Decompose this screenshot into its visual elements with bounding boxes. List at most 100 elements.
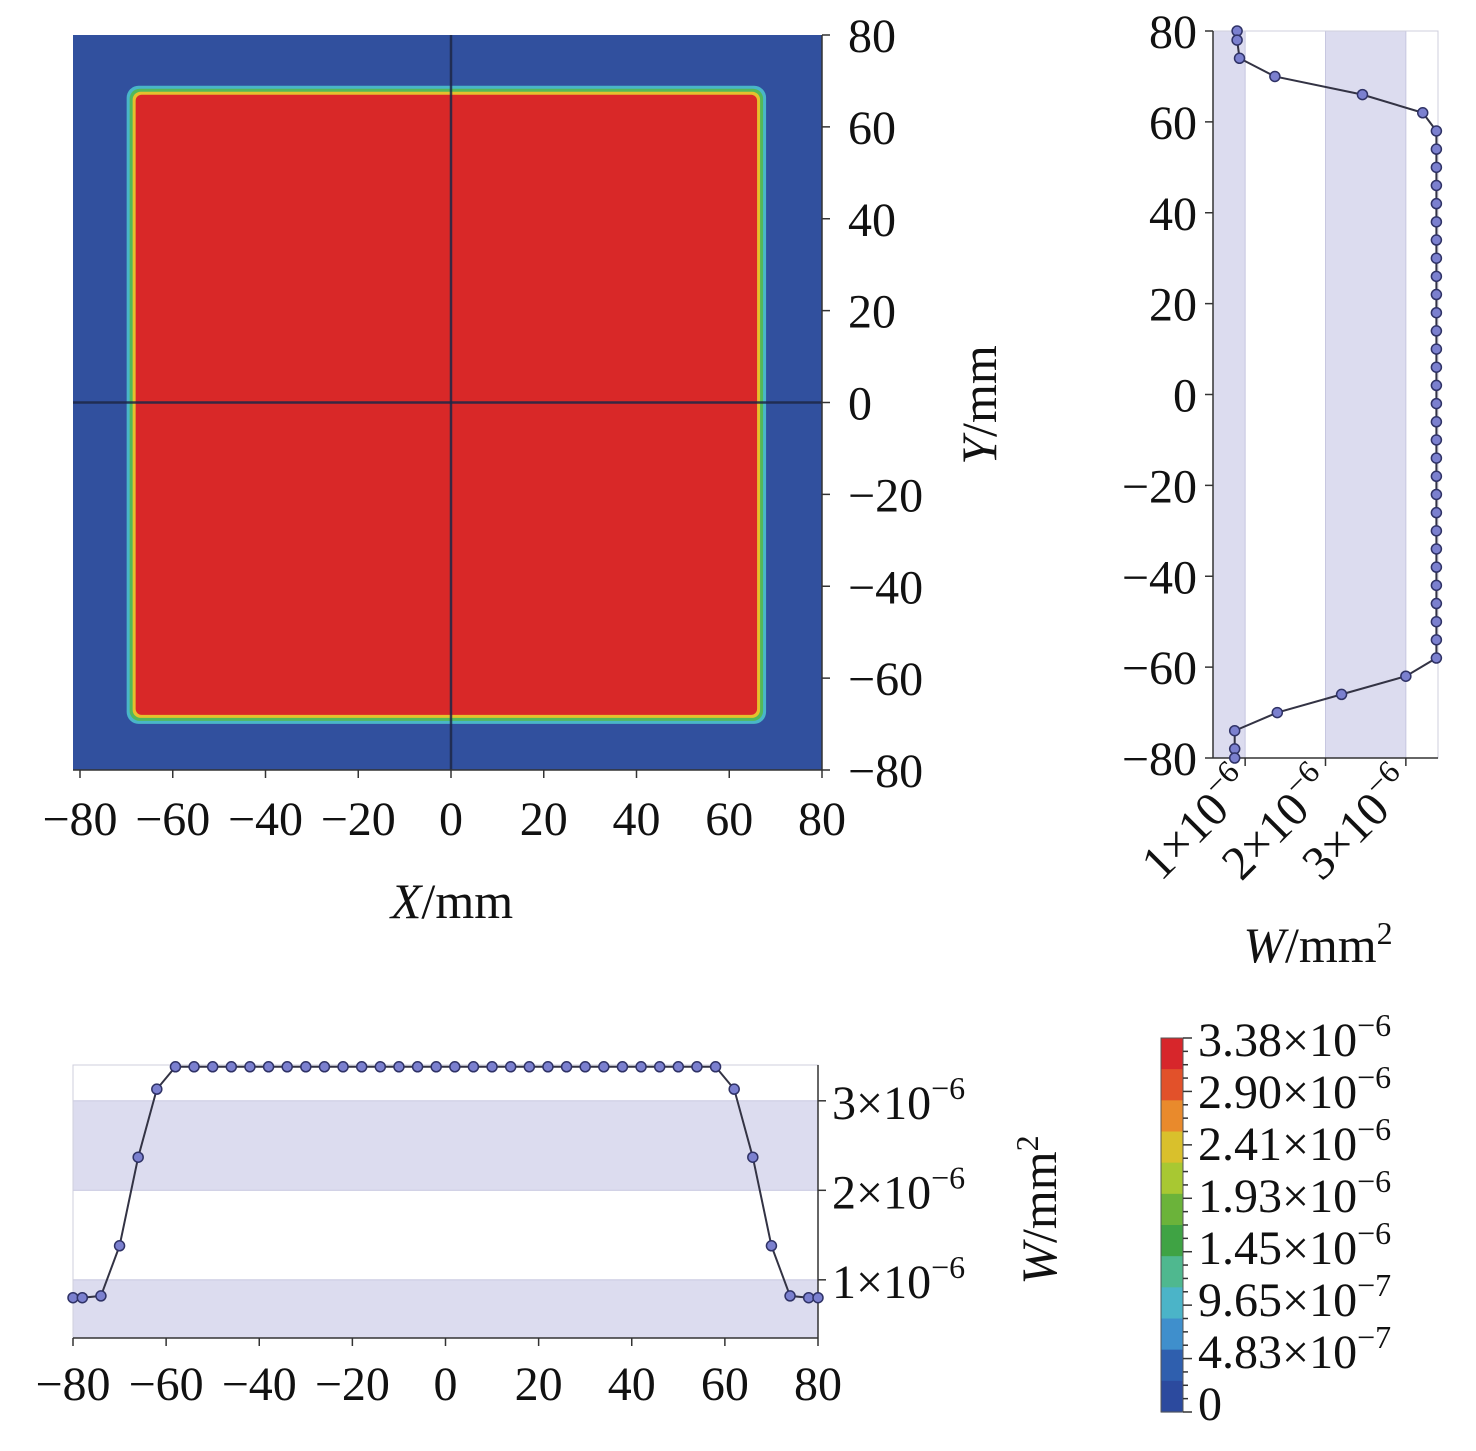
bottom-profile-point	[151, 1083, 163, 1095]
heatmap-y-tick-label-mantissa: −60	[848, 653, 923, 706]
bottom-profile-y-tick-label-exponent: −6	[931, 1159, 965, 1195]
right-profile-y-tick-label: −40	[1122, 551, 1197, 604]
right-profile-point	[1416, 107, 1429, 119]
bottom-profile-point	[244, 1061, 256, 1073]
bottom-profile-point	[113, 1240, 126, 1252]
colorbar-segments	[1160, 1037, 1184, 1413]
heatmap-y-tick-label: 80	[848, 10, 896, 63]
bottom-profile-point	[598, 1061, 610, 1073]
right-profile-point	[1430, 543, 1443, 555]
colorbar-segment	[1161, 1287, 1183, 1320]
heatmap-x-tick-label: 20	[520, 793, 568, 846]
right-profile-y-tick-label-mantissa: −60	[1122, 642, 1197, 695]
bottom-profile-y-tick-label-mantissa: 2×10	[832, 1166, 931, 1219]
heatmap-x-tick-label-mantissa: −20	[321, 793, 396, 846]
bottom-profile-point	[542, 1061, 554, 1073]
right-profile-y-tick-label-mantissa: 80	[1149, 6, 1197, 59]
right-profile-point	[1430, 416, 1443, 428]
bottom-profile-band	[72, 1100, 819, 1191]
bottom-profile-x-tick-label: −80	[35, 1358, 110, 1411]
right-profile-y-tick-label-mantissa: −20	[1122, 460, 1197, 513]
colorbar-label-mantissa: 9.65×10	[1198, 1274, 1357, 1327]
right-profile-point	[1430, 143, 1443, 155]
bottom-profile-point	[225, 1061, 238, 1073]
colorbar-label-mantissa: 3.38×10	[1198, 1014, 1357, 1067]
right-profile-point	[1430, 561, 1443, 573]
bottom-profile-point	[67, 1291, 79, 1304]
heatmap-y-tick-label: −80	[848, 745, 923, 798]
right-profile-point	[1228, 752, 1241, 764]
bottom-profile-x-tick-label: 40	[608, 1358, 656, 1411]
bottom-profile-points	[67, 1061, 824, 1304]
heatmap-y-tick-label-mantissa: 40	[848, 194, 896, 247]
bottom-profile-point	[411, 1061, 424, 1073]
bottom-profile-bands	[72, 1100, 819, 1339]
colorbar-label-exponent: −6	[1357, 1111, 1391, 1147]
bottom-profile-y-tick-label-exponent: −6	[931, 1249, 965, 1285]
right-profile-band	[1212, 30, 1246, 759]
colorbar-label-mantissa: 4.83×10	[1198, 1326, 1357, 1379]
heatmap-y-tick-label-mantissa: −20	[848, 469, 923, 522]
heatmap-x-tick-label: 80	[798, 793, 846, 846]
bottom-profile-point	[616, 1061, 629, 1073]
colorbar-label: 1.45×10−6	[1198, 1215, 1391, 1275]
right-profile-point	[1430, 216, 1443, 228]
colorbar-label-mantissa: 1.93×10	[1198, 1170, 1357, 1223]
bottom-profile-point	[765, 1240, 778, 1252]
right-profile-point	[1430, 434, 1443, 446]
bottom-profile-x-tick-label-mantissa: −40	[222, 1358, 297, 1411]
bottom-profile-y-axis-title: W/mm2	[1009, 1135, 1067, 1284]
right-profile-point	[1430, 597, 1443, 610]
bottom-profile-point	[523, 1061, 536, 1073]
heatmap-x-tick-label-mantissa: 80	[798, 793, 846, 846]
bottom-profile-x-tick-label: 80	[794, 1358, 842, 1411]
colorbar-label-exponent: −6	[1357, 1059, 1391, 1095]
heatmap-x-tick-label: 0	[439, 793, 463, 846]
bottom-profile-point	[812, 1291, 824, 1304]
right-profile-point	[1430, 234, 1443, 246]
right-profile-point	[1231, 34, 1243, 46]
heatmap-high-region	[135, 94, 758, 715]
right-profile-point	[1430, 506, 1443, 519]
right-profile-x-axis-title: W/mm2	[1243, 915, 1392, 973]
heatmap-y-tick-label-mantissa: 80	[848, 10, 896, 63]
bottom-profile-point	[337, 1061, 349, 1073]
colorbar-label: 4.83×10−7	[1198, 1319, 1391, 1379]
right-profile-point	[1430, 252, 1443, 264]
colorbar-label: 9.65×10−7	[1198, 1267, 1391, 1327]
bottom-profile-point	[355, 1061, 368, 1073]
bottom-profile-point	[709, 1061, 722, 1073]
right-profile-point	[1356, 88, 1369, 101]
right-profile-bands	[1212, 30, 1407, 759]
right-profile-point	[1430, 634, 1443, 646]
bottom-profile-y-tick-label-exponent: −6	[931, 1070, 965, 1106]
right-profile-point	[1430, 325, 1443, 337]
heatmap-x-tick-label: −60	[135, 793, 210, 846]
right-profile-point	[1269, 70, 1281, 83]
heatmap-y-tick-label-mantissa: 60	[848, 102, 896, 155]
bottom-profile-x-tick-label: 0	[434, 1358, 458, 1411]
bottom-profile-point	[486, 1061, 498, 1073]
heatmap-y-tick-label: 60	[848, 102, 896, 155]
right-profile-y-tick-label: 60	[1149, 97, 1197, 150]
heatmap-x-tick-label-mantissa: 0	[439, 793, 463, 846]
right-profile-y-tick-label: 80	[1149, 6, 1197, 59]
right-profile-point	[1430, 343, 1443, 355]
right-profile-y-axis: 80 60 40 20 0 −20 −40 −60 −80	[1122, 6, 1214, 786]
colorbar-segment	[1161, 1349, 1183, 1382]
bottom-profile-point	[560, 1061, 573, 1073]
bottom-profile-x-tick-label-mantissa: 20	[515, 1358, 563, 1411]
bottom-profile-point	[784, 1290, 796, 1302]
colorbar-segment	[1161, 1318, 1183, 1351]
colorbar-segment	[1161, 1162, 1183, 1195]
heatmap-y-axis-title: Y/mm	[951, 345, 1007, 465]
bottom-profile-point	[374, 1061, 387, 1073]
heatmap-y-tick-label: −40	[848, 561, 923, 614]
right-profile-point	[1430, 525, 1443, 537]
right-profile-y-tick-label-mantissa: 40	[1149, 188, 1197, 241]
right-profile-point	[1430, 615, 1443, 628]
heatmap-y-tick-label: 0	[848, 378, 872, 431]
colorbar-segment	[1161, 1380, 1183, 1413]
